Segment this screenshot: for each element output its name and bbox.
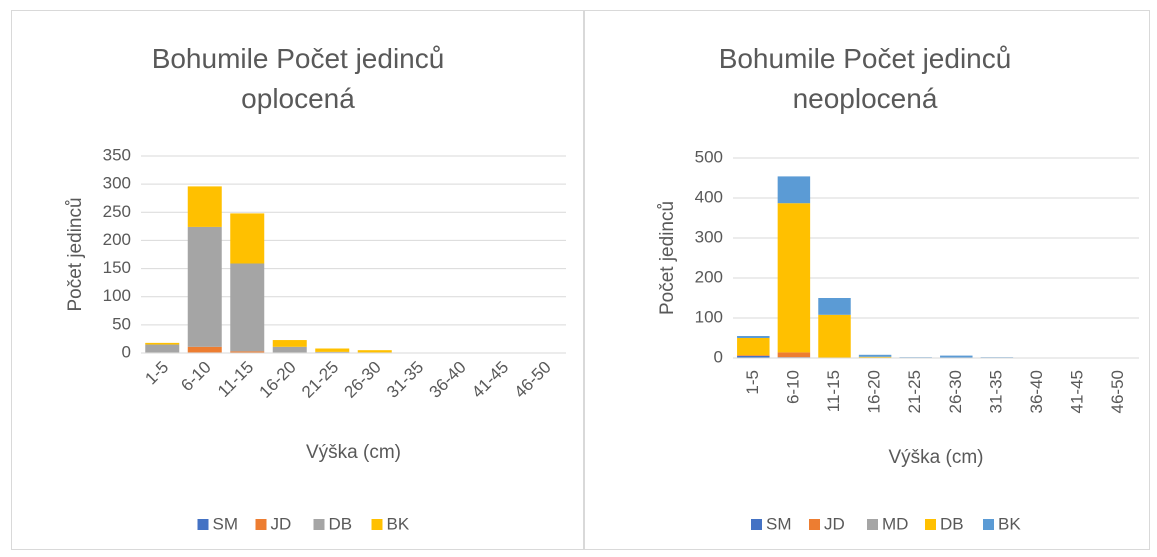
x-tick-label: 6-10: [177, 358, 214, 395]
bar-segment: [187, 186, 222, 227]
chart: 0 50 100 150 200 250 300 350 Počet jedinců 1-5 6-1…: [65, 145, 566, 533]
y-tick-label: 300: [695, 227, 723, 246]
bar-segment: [777, 176, 811, 204]
y-tick-label: 300: [103, 174, 131, 193]
bar-segment: [858, 354, 892, 357]
y-tick-label: 50: [112, 314, 131, 333]
chart-title: Bohumile Počet jedinců neoplocená: [718, 43, 1012, 114]
legend-label: SM: [213, 514, 239, 533]
y-tick-label: 0: [122, 342, 131, 361]
x-tick-label: 31-35: [383, 358, 427, 402]
legend-swatch: [867, 519, 878, 530]
bar-segment: [187, 346, 222, 353]
x-tick-label: 31-35: [986, 370, 1005, 413]
x-tick-label: 46-50: [1108, 370, 1127, 413]
legend-label: MD: [882, 514, 908, 533]
x-tick-label: 26-30: [341, 358, 385, 402]
bar-segment: [737, 336, 770, 338]
legend-swatch: [371, 519, 383, 530]
bar-segment: [315, 348, 350, 352]
legend-swatch: [255, 519, 267, 530]
bar-segment: [272, 346, 307, 353]
legend-swatch: [809, 519, 820, 530]
y-tick-label: 200: [695, 267, 723, 286]
bar-segment: [818, 298, 851, 315]
chart: 0 100 200 300 400 500 Počet jedinců 1-5 6-10 11-1…: [657, 147, 1139, 533]
bar-segment: [187, 226, 222, 347]
y-axis-label: Počet jedinců: [657, 201, 678, 315]
bar-segment: [272, 340, 307, 347]
bar-segment: [737, 338, 770, 356]
y-axis-label: Počet jedinců: [65, 197, 86, 311]
y-tick-label: 250: [103, 202, 131, 221]
legend-label: JD: [271, 514, 292, 533]
x-tick-label: 26-30: [946, 370, 965, 413]
chart-panel: Bohumile Počet jedinců neoplocená 0 100 20…: [584, 10, 1150, 550]
legend-label: BK: [998, 514, 1021, 533]
x-tick-label: 46-50: [511, 358, 555, 402]
legend-swatch: [197, 519, 209, 530]
legend-swatch: [751, 519, 762, 530]
legend-label: DB: [940, 514, 964, 533]
bar-segment: [230, 351, 265, 353]
bar-segment: [315, 351, 350, 353]
legend-swatch: [983, 519, 994, 530]
x-tick-label: 21-25: [298, 358, 342, 402]
bar-segment: [737, 355, 770, 356]
chart-panel: Bohumile Počet jedinců oplocená 0 50 100 15…: [11, 10, 584, 550]
x-tick-label: 11-15: [824, 370, 843, 412]
legend-label: SM: [766, 514, 792, 533]
x-tick-label: 6-10: [783, 370, 802, 404]
x-tick-label: 21-25: [905, 370, 924, 413]
x-tick-label: 11-15: [214, 358, 257, 401]
y-tick-label: 500: [695, 147, 723, 166]
legend-label: JD: [824, 514, 845, 533]
x-tick-label: 16-20: [256, 358, 300, 402]
bar-segment: [858, 356, 892, 358]
y-tick-label: 200: [103, 230, 131, 249]
x-axis-label: Výška (cm): [889, 447, 984, 468]
y-tick-label: 350: [103, 145, 131, 164]
x-tick-label: 41-45: [468, 358, 512, 402]
y-tick-label: 400: [695, 187, 723, 206]
legend-swatch: [313, 519, 325, 530]
chart-title: Bohumile Počet jedinců oplocená: [151, 43, 445, 114]
x-axis-label: Výška (cm): [306, 442, 401, 463]
bar-segment: [145, 342, 180, 345]
y-tick-label: 100: [103, 286, 131, 305]
bar-segment: [777, 203, 811, 353]
y-tick-label: 0: [714, 347, 723, 366]
x-tick-label: 36-40: [426, 358, 470, 402]
x-tick-label: 41-45: [1068, 370, 1087, 413]
x-tick-label: 16-20: [865, 370, 884, 413]
bar-segment: [777, 352, 811, 358]
x-tick-label: 1-5: [141, 358, 172, 389]
legend-label: DB: [329, 514, 353, 533]
y-tick-label: 100: [695, 307, 723, 326]
x-tick-label: 1-5: [743, 370, 762, 395]
y-tick-label: 150: [103, 258, 131, 277]
bar-segment: [230, 213, 265, 264]
bar-segment: [357, 350, 392, 353]
legend-swatch: [925, 519, 936, 530]
bar-segment: [145, 344, 180, 353]
x-tick-label: 36-40: [1027, 370, 1046, 413]
legend-label: BK: [387, 514, 410, 533]
bar-segment: [818, 314, 851, 358]
bar-segment: [230, 263, 265, 352]
bar-segment: [737, 356, 770, 358]
bar-segment: [940, 355, 973, 358]
